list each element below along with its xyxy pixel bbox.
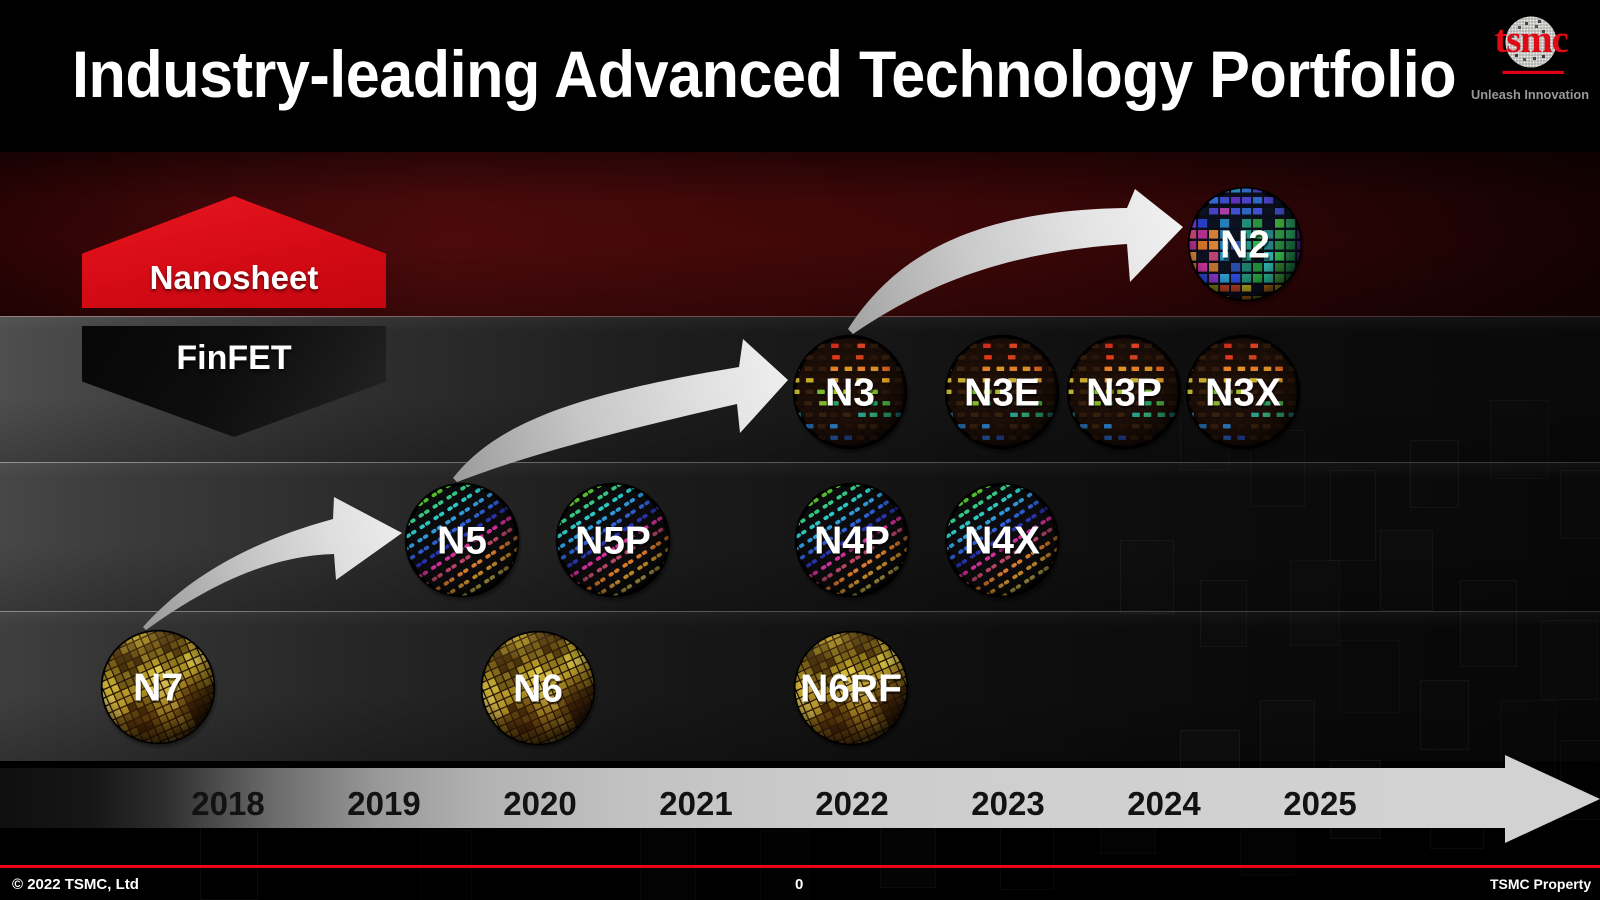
svg-text:N4P: N4P (814, 520, 890, 563)
svg-text:N3X: N3X (1206, 374, 1282, 417)
svg-text:N5P: N5P (575, 520, 651, 563)
svg-text:N6: N6 (513, 668, 563, 711)
svg-text:N3E: N3E (965, 374, 1041, 417)
svg-text:N3: N3 (826, 374, 876, 417)
svg-text:tsmc: tsmc (1494, 18, 1568, 61)
svg-text:N2: N2 (1220, 224, 1270, 267)
svg-text:N6RF: N6RF (801, 670, 903, 713)
svg-text:N3P: N3P (1087, 374, 1163, 417)
svg-text:N2: N2 (1221, 226, 1271, 269)
svg-text:N7: N7 (134, 669, 184, 712)
svg-text:N4P: N4P (815, 522, 891, 565)
svg-text:N4X: N4X (964, 520, 1040, 563)
svg-text:N5: N5 (438, 522, 488, 565)
svg-text:N3P: N3P (1086, 372, 1162, 415)
svg-text:N5P: N5P (576, 522, 652, 565)
svg-text:N7: N7 (133, 667, 183, 710)
svg-text:N3E: N3E (964, 372, 1040, 415)
svg-text:N3X: N3X (1205, 372, 1281, 415)
svg-text:N4X: N4X (965, 522, 1041, 565)
svg-text:N6RF: N6RF (800, 668, 902, 711)
svg-text:N5: N5 (437, 520, 487, 563)
svg-text:N3: N3 (825, 372, 875, 415)
svg-text:N6: N6 (514, 670, 564, 713)
